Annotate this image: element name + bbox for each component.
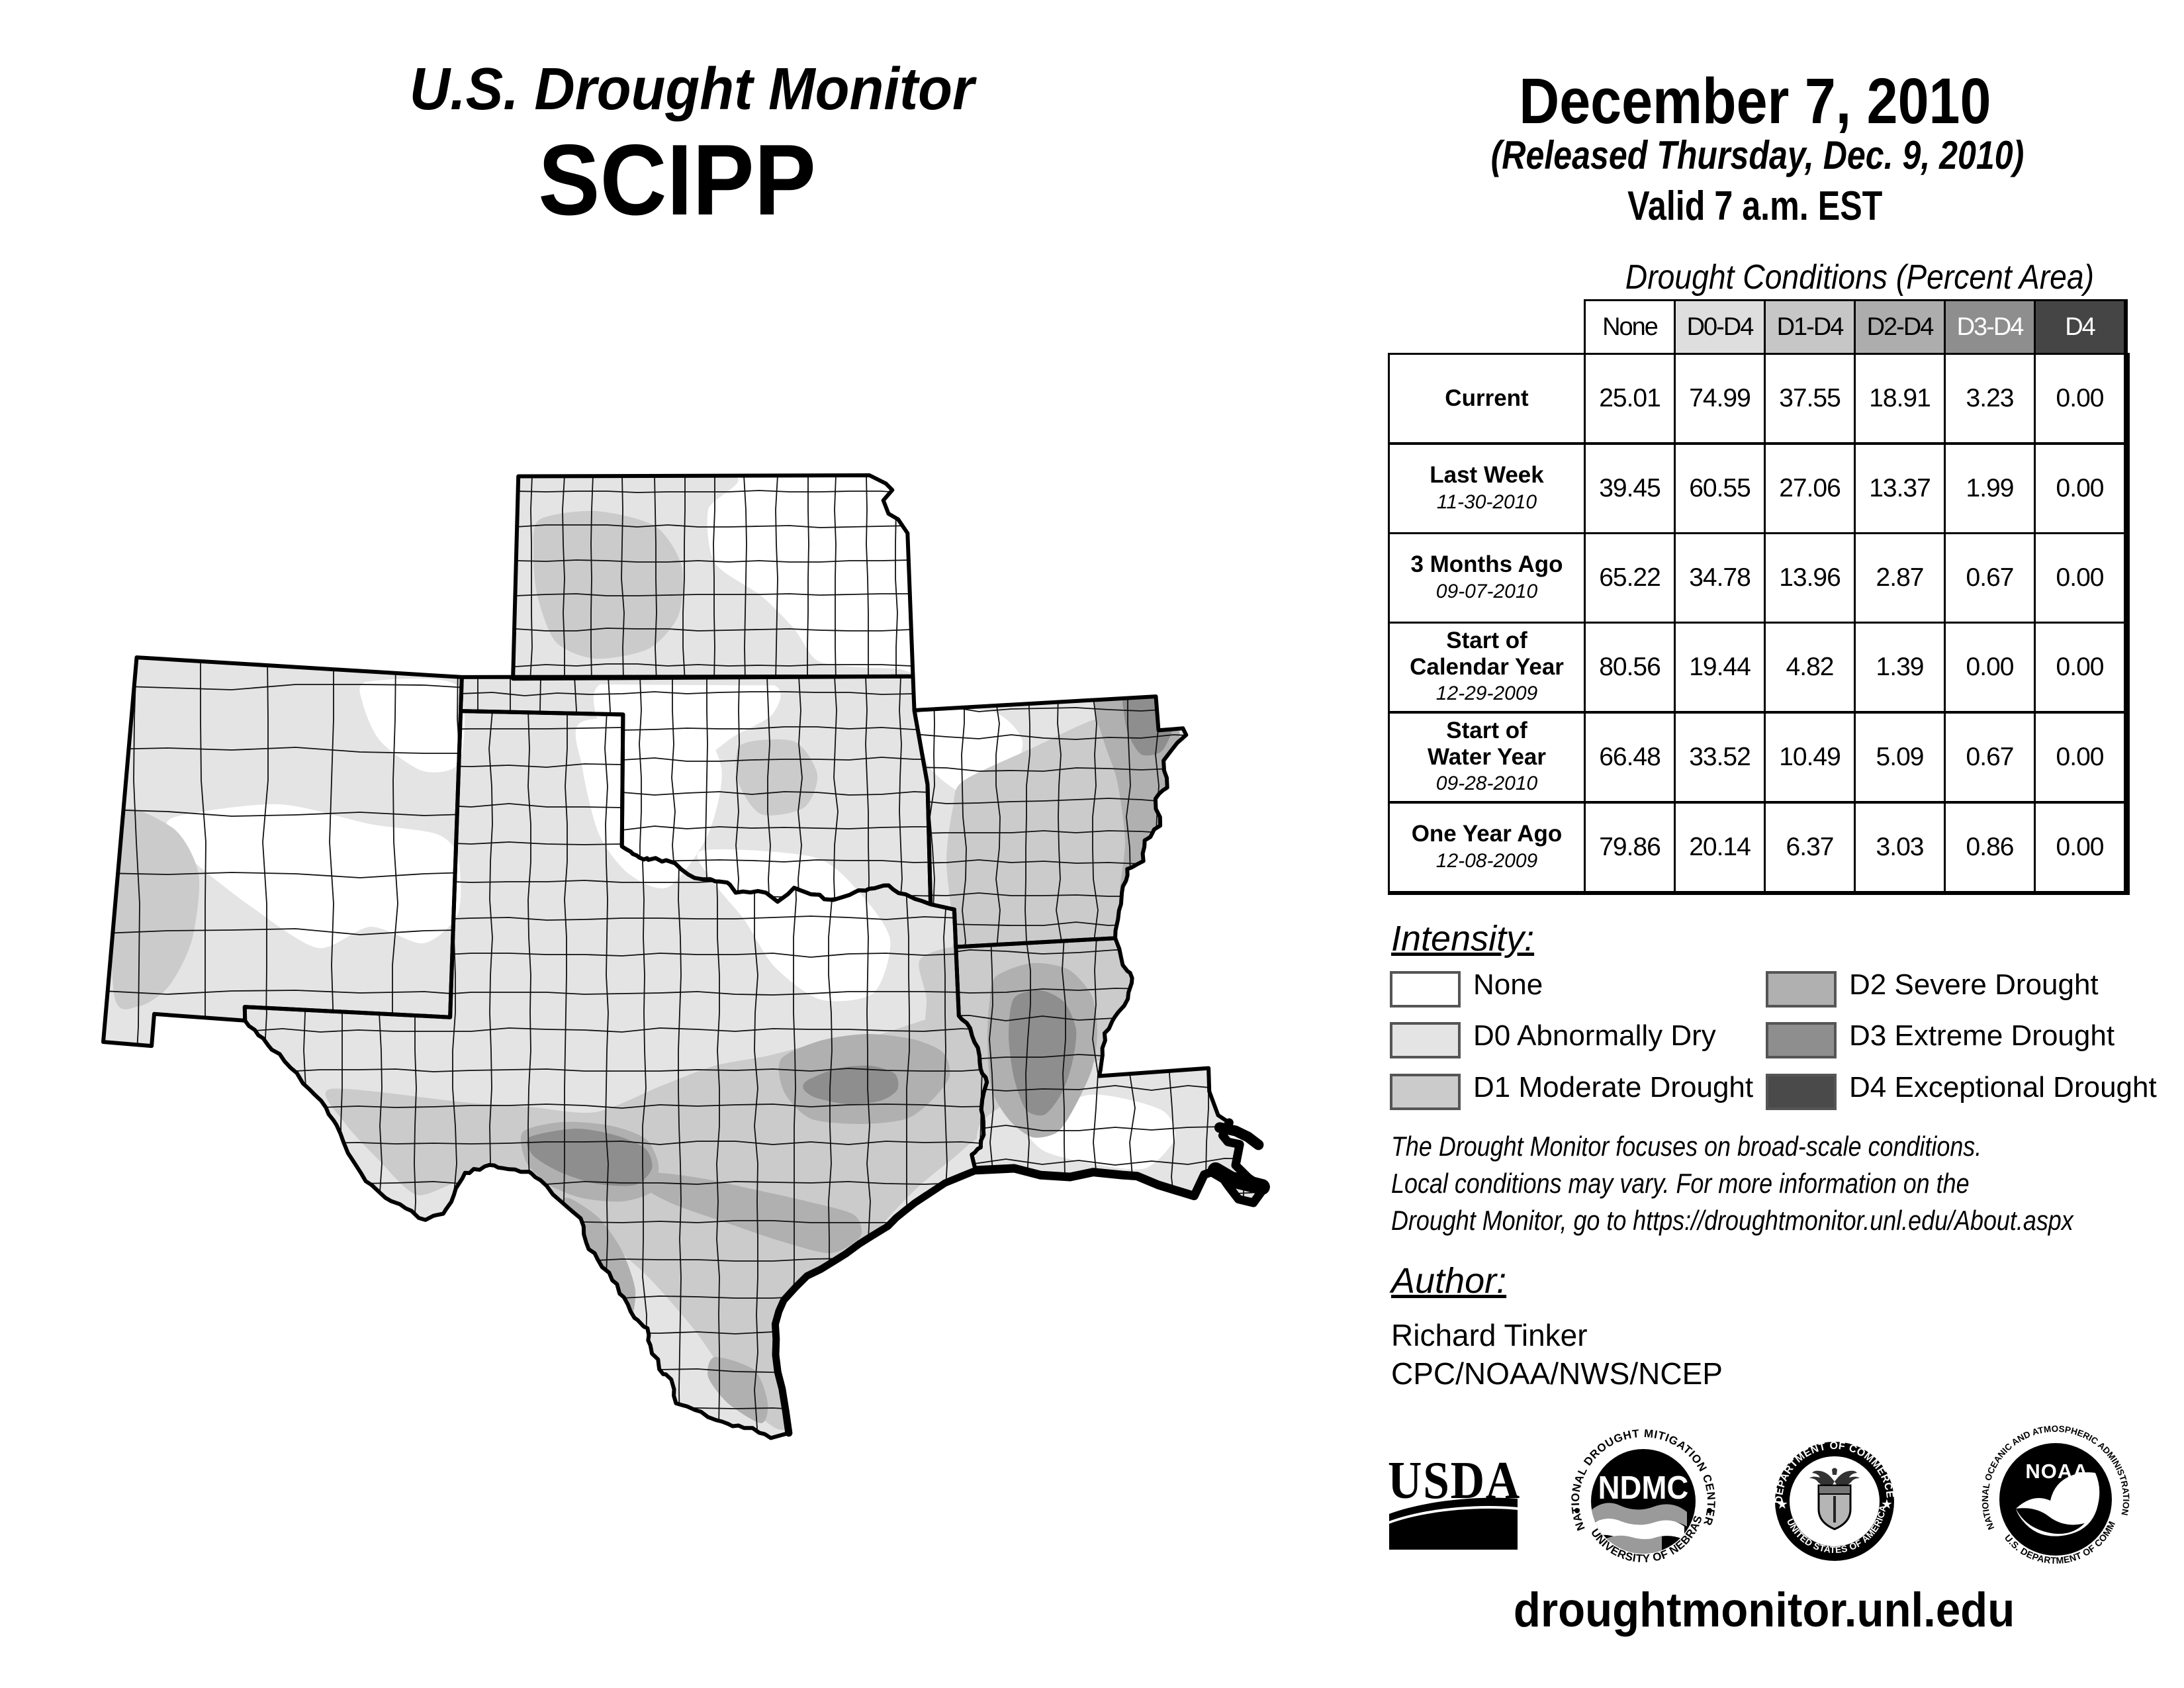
svg-text:U.S. DEPARTMENT OF COMMERCE: U.S. DEPARTMENT OF COMMERCE	[0, 0, 2117, 1566]
svg-text:NDMC: NDMC	[1598, 1470, 1689, 1507]
svg-text:★: ★	[1881, 1497, 1893, 1512]
svg-text:UNIVERSITY OF NEBRASKA: UNIVERSITY OF NEBRASKA	[0, 0, 1704, 1565]
svg-text:NOAA: NOAA	[2025, 1460, 2088, 1483]
svg-text:★: ★	[1776, 1497, 1788, 1512]
